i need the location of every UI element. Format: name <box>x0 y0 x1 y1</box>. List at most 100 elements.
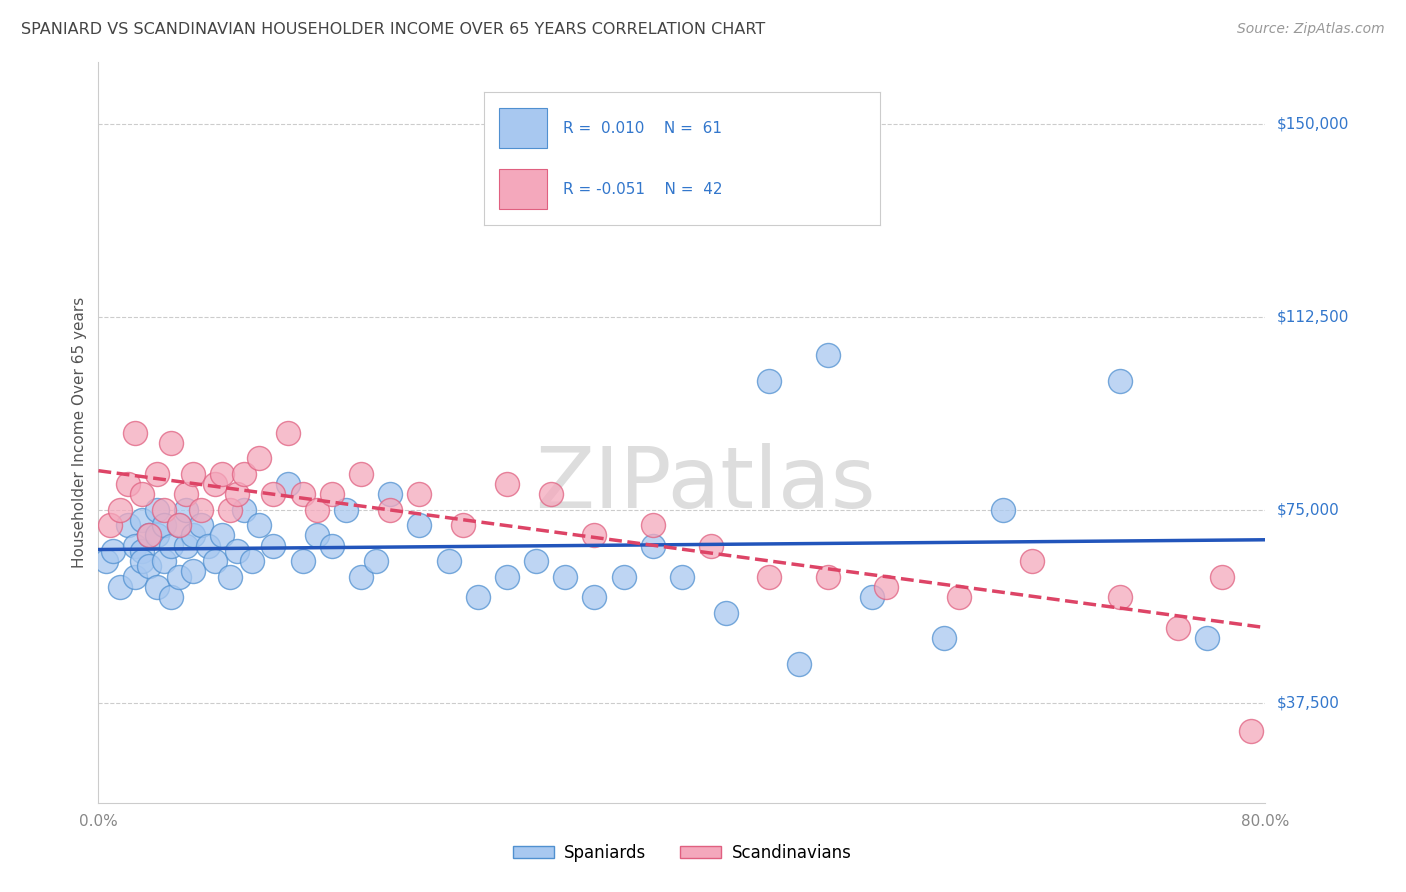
Point <box>1240 723 1263 738</box>
Point <box>496 569 519 583</box>
Point <box>174 487 197 501</box>
Point <box>291 554 314 568</box>
Point <box>262 539 284 553</box>
Point <box>247 451 270 466</box>
Point <box>138 528 160 542</box>
Text: $150,000: $150,000 <box>1277 117 1348 132</box>
Point <box>934 632 956 646</box>
Point <box>291 487 314 501</box>
Point <box>98 518 121 533</box>
Point <box>218 569 240 583</box>
Point <box>94 554 117 568</box>
Point <box>612 569 634 583</box>
Point <box>101 544 124 558</box>
Point <box>153 518 176 533</box>
Point <box>860 590 883 604</box>
Point <box>451 518 474 533</box>
Point <box>226 544 249 558</box>
Point <box>408 487 430 501</box>
Point <box>197 539 219 553</box>
Point <box>174 502 197 516</box>
Point <box>1108 590 1130 604</box>
Point <box>211 528 233 542</box>
Point <box>131 513 153 527</box>
Point <box>138 559 160 574</box>
Text: ZIPatlas: ZIPatlas <box>534 443 876 526</box>
Point <box>875 580 897 594</box>
Point <box>671 569 693 583</box>
Point <box>380 487 402 501</box>
Point <box>817 349 839 363</box>
Point <box>307 502 329 516</box>
Point <box>350 467 373 481</box>
Point <box>146 580 169 594</box>
Text: $75,000: $75,000 <box>1277 502 1340 517</box>
Legend: Spaniards, Scandinavians: Spaniards, Scandinavians <box>506 838 858 869</box>
Point <box>204 554 226 568</box>
Point <box>124 539 146 553</box>
Point <box>583 528 606 542</box>
Y-axis label: Householder Income Over 65 years: Householder Income Over 65 years <box>72 297 87 568</box>
Point <box>153 502 176 516</box>
Point <box>117 518 139 533</box>
Point <box>131 487 153 501</box>
Point <box>146 528 169 542</box>
Point <box>1195 632 1218 646</box>
Text: SPANIARD VS SCANDINAVIAN HOUSEHOLDER INCOME OVER 65 YEARS CORRELATION CHART: SPANIARD VS SCANDINAVIAN HOUSEHOLDER INC… <box>21 22 765 37</box>
Point <box>226 487 249 501</box>
Point <box>277 425 299 440</box>
Point <box>350 569 373 583</box>
Point <box>233 502 256 516</box>
Point <box>1021 554 1043 568</box>
Point <box>758 374 780 388</box>
Point <box>181 467 204 481</box>
Point <box>583 590 606 604</box>
Point <box>160 590 183 604</box>
Point <box>277 477 299 491</box>
Point <box>641 539 664 553</box>
Point <box>437 554 460 568</box>
Point <box>211 467 233 481</box>
Point <box>991 502 1014 516</box>
Point <box>160 539 183 553</box>
Point <box>817 569 839 583</box>
Point <box>174 539 197 553</box>
Point <box>380 502 402 516</box>
Text: Source: ZipAtlas.com: Source: ZipAtlas.com <box>1237 22 1385 37</box>
Point <box>524 554 547 568</box>
Point <box>131 544 153 558</box>
Point <box>181 565 204 579</box>
Text: $112,500: $112,500 <box>1277 310 1348 325</box>
Point <box>190 518 212 533</box>
Point <box>138 528 160 542</box>
Point <box>146 502 169 516</box>
Point <box>233 467 256 481</box>
Point <box>1211 569 1233 583</box>
Point <box>641 518 664 533</box>
Point <box>307 528 329 542</box>
Point <box>218 502 240 516</box>
Point <box>496 477 519 491</box>
Point <box>758 569 780 583</box>
Point <box>124 569 146 583</box>
Point <box>247 518 270 533</box>
Point <box>167 518 190 533</box>
Point <box>1108 374 1130 388</box>
Point <box>948 590 970 604</box>
Point <box>117 477 139 491</box>
Point <box>335 502 357 516</box>
Point <box>1167 621 1189 635</box>
Text: $37,500: $37,500 <box>1277 695 1340 710</box>
Point <box>131 554 153 568</box>
Point <box>124 425 146 440</box>
Point <box>110 502 132 516</box>
Point <box>408 518 430 533</box>
Point <box>554 569 576 583</box>
Point <box>364 554 387 568</box>
Point <box>321 487 343 501</box>
Point <box>714 606 737 620</box>
Point <box>167 569 190 583</box>
Point <box>540 487 562 501</box>
Point <box>240 554 263 568</box>
Point <box>153 554 176 568</box>
